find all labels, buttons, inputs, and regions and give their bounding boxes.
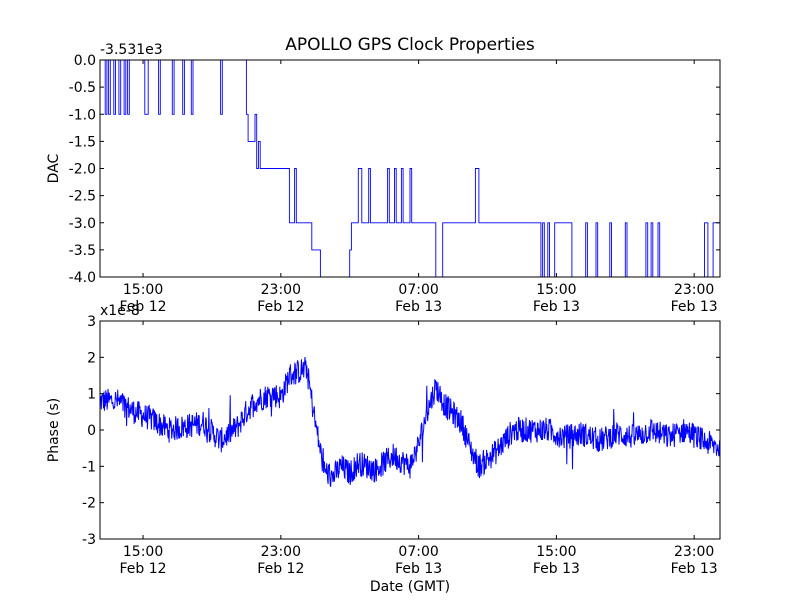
series-line-dac: [100, 60, 720, 277]
chart-title: APOLLO GPS Clock Properties: [285, 35, 535, 55]
y-tick-label: 3: [87, 314, 96, 330]
y-tick-label: -4.0: [69, 270, 96, 286]
x-tick-label-date: Feb 13: [533, 299, 580, 315]
axis-offset-label: -3.531e3: [100, 42, 163, 58]
y-axis-label: DAC: [46, 153, 62, 183]
x-tick-label-time: 23:00: [674, 282, 714, 298]
x-tick-label-time: 07:00: [398, 282, 438, 298]
axis-offset-label: x1e-8: [100, 303, 140, 319]
y-tick-label: -0.5: [69, 80, 96, 96]
y-tick-label: -3.0: [69, 216, 96, 232]
y-tick-label: 2: [87, 350, 96, 366]
dac-panel: 0.0 -0.5 -1.0 -1.5 -2.0 -2.5 -3.0 -3.5 -4.0 15:00…: [46, 42, 721, 315]
x-tick-label-date: Feb 12: [120, 299, 167, 315]
y-tick-label: -2.0: [69, 162, 96, 178]
y-axis-label: Phase (s): [46, 398, 62, 462]
x-tick-label-time: 15:00: [123, 282, 163, 298]
x-tick-label-date: Feb 13: [671, 299, 718, 315]
y-tick-label: 1: [87, 387, 96, 403]
x-tick-label-date: Feb 13: [533, 561, 580, 577]
y-tick-label: -1: [82, 459, 96, 475]
x-axis-label: Date (GMT): [370, 579, 450, 595]
x-tick-label-date: Feb 13: [395, 561, 442, 577]
x-tick-label-date: Feb 12: [257, 561, 304, 577]
x-tick-label-time: 15:00: [536, 544, 576, 560]
x-tick-label-date: Feb 12: [257, 299, 304, 315]
x-tick-label-time: 07:00: [398, 544, 438, 560]
x-tick-label-time: 15:00: [536, 282, 576, 298]
y-tick-label: -1.0: [69, 107, 96, 123]
x-tick-label-date: Feb 13: [671, 561, 718, 577]
y-tick-label: -2: [82, 496, 96, 512]
y-tick-label: -3: [82, 532, 96, 548]
y-tick-label: -3.5: [69, 243, 96, 259]
series-line-phase: [100, 356, 720, 487]
y-tick-label: -1.5: [69, 134, 96, 150]
y-tick-label: 0.0: [74, 53, 96, 69]
x-tick-label-time: 23:00: [674, 544, 714, 560]
y-tick-label: -2.5: [69, 189, 96, 205]
x-tick-label-time: 15:00: [123, 544, 163, 560]
x-tick-label-time: 23:00: [261, 544, 301, 560]
x-tick-label-date: Feb 12: [120, 561, 167, 577]
x-tick-label-time: 23:00: [261, 282, 301, 298]
x-tick-label-date: Feb 13: [395, 299, 442, 315]
y-tick-label: 0: [87, 423, 96, 439]
